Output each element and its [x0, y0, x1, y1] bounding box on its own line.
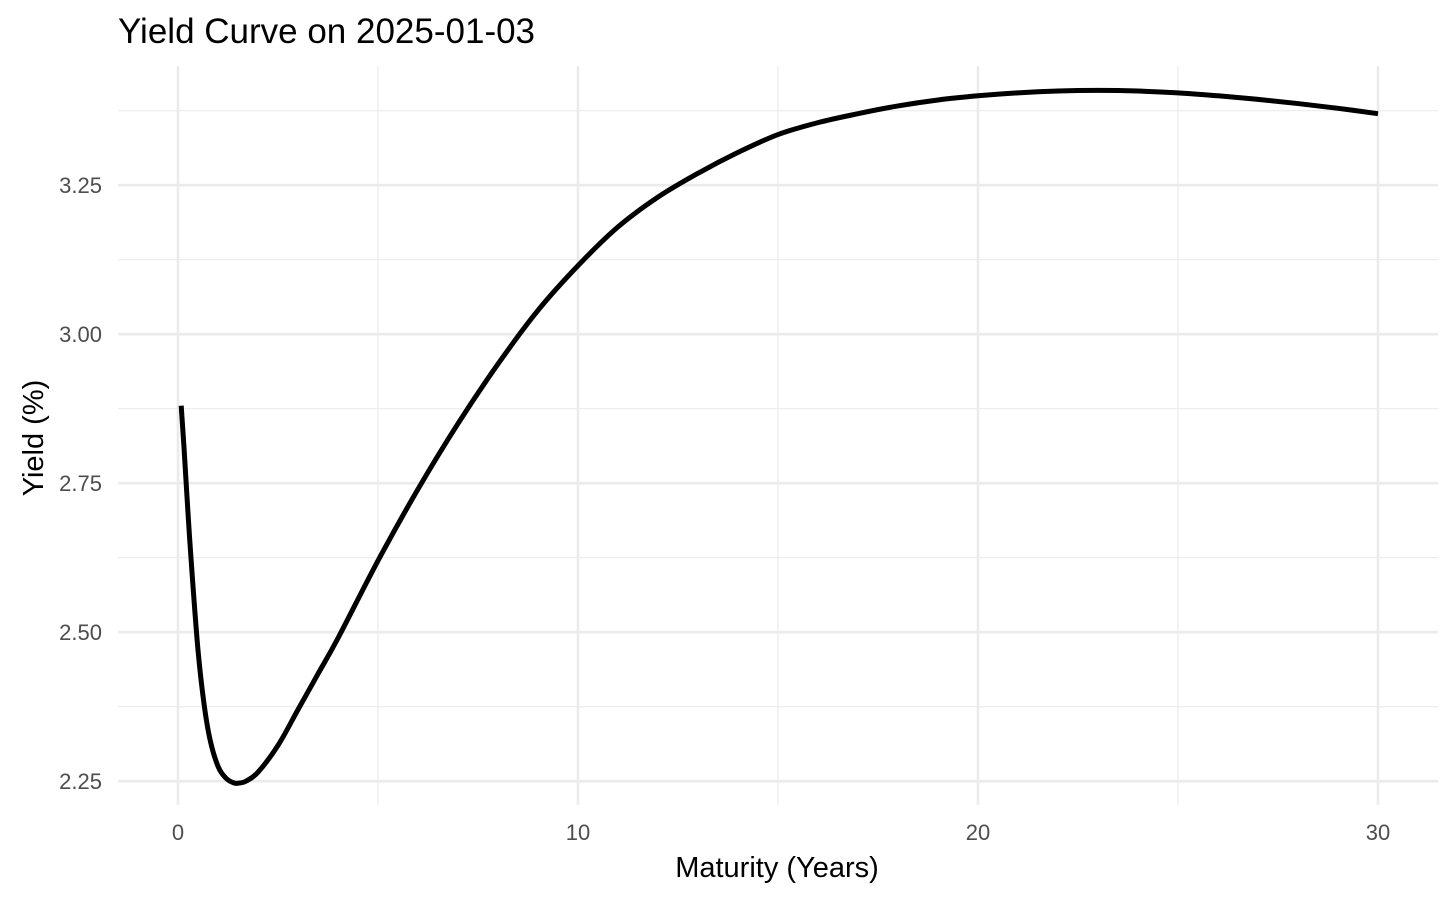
x-axis-title: Maturity (Years)	[675, 852, 879, 884]
y-tick-label: 2.75	[59, 471, 102, 496]
x-tick-label: 0	[172, 820, 184, 845]
y-tick-label: 3.25	[59, 173, 102, 198]
grid-layer	[118, 66, 1438, 805]
y-axis-ticks: 2.25 2.50 2.75 3.00 3.25	[59, 173, 102, 794]
y-axis-title: Yield (%)	[18, 380, 50, 497]
y-tick-label: 2.25	[59, 769, 102, 794]
x-tick-label: 10	[566, 820, 590, 845]
x-tick-label: 20	[966, 820, 990, 845]
chart-title: Yield Curve on 2025-01-03	[118, 12, 535, 51]
y-tick-label: 3.00	[59, 322, 102, 347]
y-tick-label: 2.50	[59, 620, 102, 645]
x-tick-label: 30	[1366, 820, 1390, 845]
series-layer	[178, 87, 1379, 786]
yield-curve-line	[178, 87, 1379, 786]
x-axis-ticks: 0 10 20 30	[172, 820, 1390, 845]
